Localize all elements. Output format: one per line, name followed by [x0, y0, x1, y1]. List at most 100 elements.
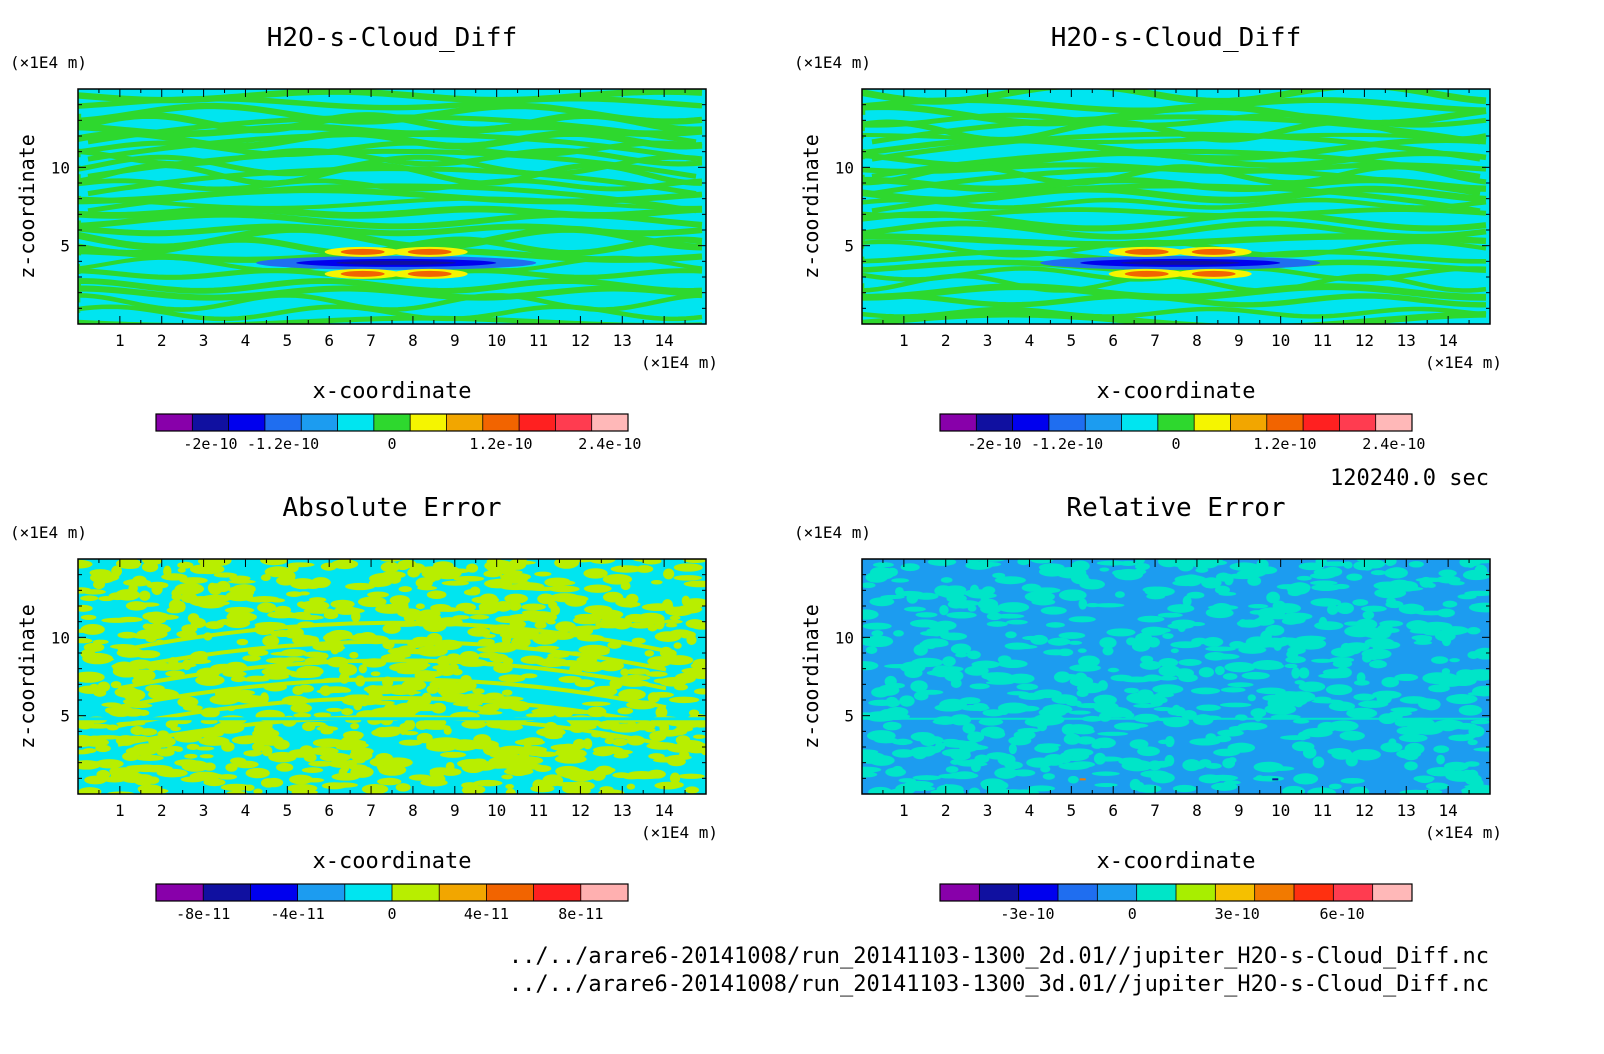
error-blob	[1198, 759, 1212, 767]
error-blob	[1406, 620, 1430, 631]
error-blob	[554, 559, 580, 569]
error-blob	[942, 783, 951, 794]
error-blob	[441, 580, 470, 586]
x-tick-label: 1	[115, 331, 125, 350]
error-blob	[287, 562, 315, 568]
error-blob	[875, 575, 885, 581]
outlier-spot	[1272, 778, 1279, 781]
error-blob	[588, 559, 616, 564]
x-unit-label: (×1E4 m)	[641, 823, 718, 842]
error-blob	[673, 642, 682, 649]
error-blob	[513, 582, 545, 591]
error-blob	[558, 743, 579, 754]
error-blob	[324, 632, 339, 644]
error-blob	[1142, 586, 1168, 593]
y-axis-label: z-coordinate	[15, 134, 39, 279]
error-blob	[628, 771, 655, 776]
error-blob	[1266, 591, 1280, 604]
error-blob	[904, 667, 923, 678]
error-blob	[1063, 733, 1081, 745]
error-blob	[243, 750, 263, 757]
error-blob	[234, 760, 259, 769]
colorbar-label: 4e-11	[464, 905, 509, 923]
error-blob	[1107, 667, 1120, 673]
error-blob	[1102, 646, 1114, 656]
y-unit-label: (×1E4 m)	[794, 53, 871, 72]
error-blob	[484, 692, 504, 700]
error-blob	[1110, 674, 1133, 682]
error-blob	[1253, 775, 1285, 782]
chart-panel-3: Absolute Error (×1E4 m) (×1E4 m) x-coordina…	[10, 493, 718, 923]
error-blob	[1286, 615, 1306, 624]
contour-band	[78, 96, 703, 111]
error-blob	[1247, 694, 1256, 702]
file-path-2d: ../../arare6-20141008/run_20141103-1300_…	[508, 944, 1489, 969]
error-blob	[1180, 574, 1203, 587]
error-blob	[910, 680, 928, 693]
error-blob	[1077, 648, 1087, 653]
error-blob	[625, 593, 639, 604]
error-blob	[1426, 583, 1436, 588]
error-blob	[330, 599, 355, 609]
error-blob	[453, 575, 485, 582]
error-blob	[629, 622, 653, 629]
x-tick-label: 11	[1313, 801, 1332, 820]
error-blob	[1470, 719, 1490, 725]
error-blob	[1026, 757, 1054, 768]
error-blob	[1467, 691, 1490, 696]
error-blob	[260, 574, 271, 582]
error-blob	[891, 738, 913, 746]
error-blob	[426, 738, 438, 751]
error-blob	[1093, 603, 1125, 608]
y-tick-label: 10	[51, 158, 70, 177]
x-tick-label: 13	[1397, 331, 1416, 350]
error-blob	[1099, 567, 1110, 572]
error-blob	[117, 631, 138, 639]
error-blob	[340, 762, 350, 773]
error-blob	[1322, 668, 1352, 676]
error-blob	[1016, 683, 1039, 691]
error-blob	[1381, 677, 1400, 688]
error-blob	[78, 749, 92, 755]
colorbar-swatch	[519, 414, 556, 431]
error-blob	[546, 619, 556, 625]
error-blob	[906, 592, 919, 604]
error-blob	[862, 609, 879, 620]
error-blob	[350, 722, 360, 730]
error-blob	[654, 631, 682, 642]
error-blob	[1330, 647, 1356, 658]
x-tick-label: 14	[1439, 331, 1458, 350]
x-axis-label: x-coordinate	[313, 379, 472, 404]
y-unit-label: (×1E4 m)	[794, 523, 871, 542]
error-blob	[978, 718, 1004, 726]
error-blob	[1205, 646, 1236, 652]
error-blob	[1211, 782, 1238, 791]
error-blob	[177, 561, 194, 569]
error-blob	[304, 777, 325, 783]
error-blob	[133, 743, 162, 753]
error-blob	[106, 724, 119, 731]
x-tick-label: 7	[1150, 801, 1160, 820]
error-blob	[610, 565, 643, 573]
error-blob	[294, 614, 324, 621]
colorbar-swatch	[580, 884, 629, 901]
error-blob	[184, 753, 198, 759]
error-blob	[1285, 656, 1306, 664]
error-blob	[361, 783, 389, 794]
colorbar-label: 3e-10	[1215, 905, 1260, 923]
error-blob	[522, 737, 544, 744]
colorbar-swatch	[976, 414, 1014, 431]
error-blob	[1167, 604, 1195, 613]
error-blob	[862, 749, 879, 755]
chart-panel-4: Relative Error (×1E4 m) (×1E4 m) x-coordina…	[794, 493, 1502, 923]
error-blob	[137, 709, 150, 716]
error-blob	[891, 578, 910, 583]
colorbar-swatch	[439, 884, 487, 901]
x-tick-label: 9	[1234, 331, 1244, 350]
colorbar-swatch	[1136, 884, 1177, 901]
error-blob	[1376, 692, 1392, 705]
error-blob	[1126, 692, 1158, 704]
error-blob	[286, 591, 303, 597]
x-tick-label: 6	[324, 801, 334, 820]
arch-band	[871, 183, 1481, 214]
